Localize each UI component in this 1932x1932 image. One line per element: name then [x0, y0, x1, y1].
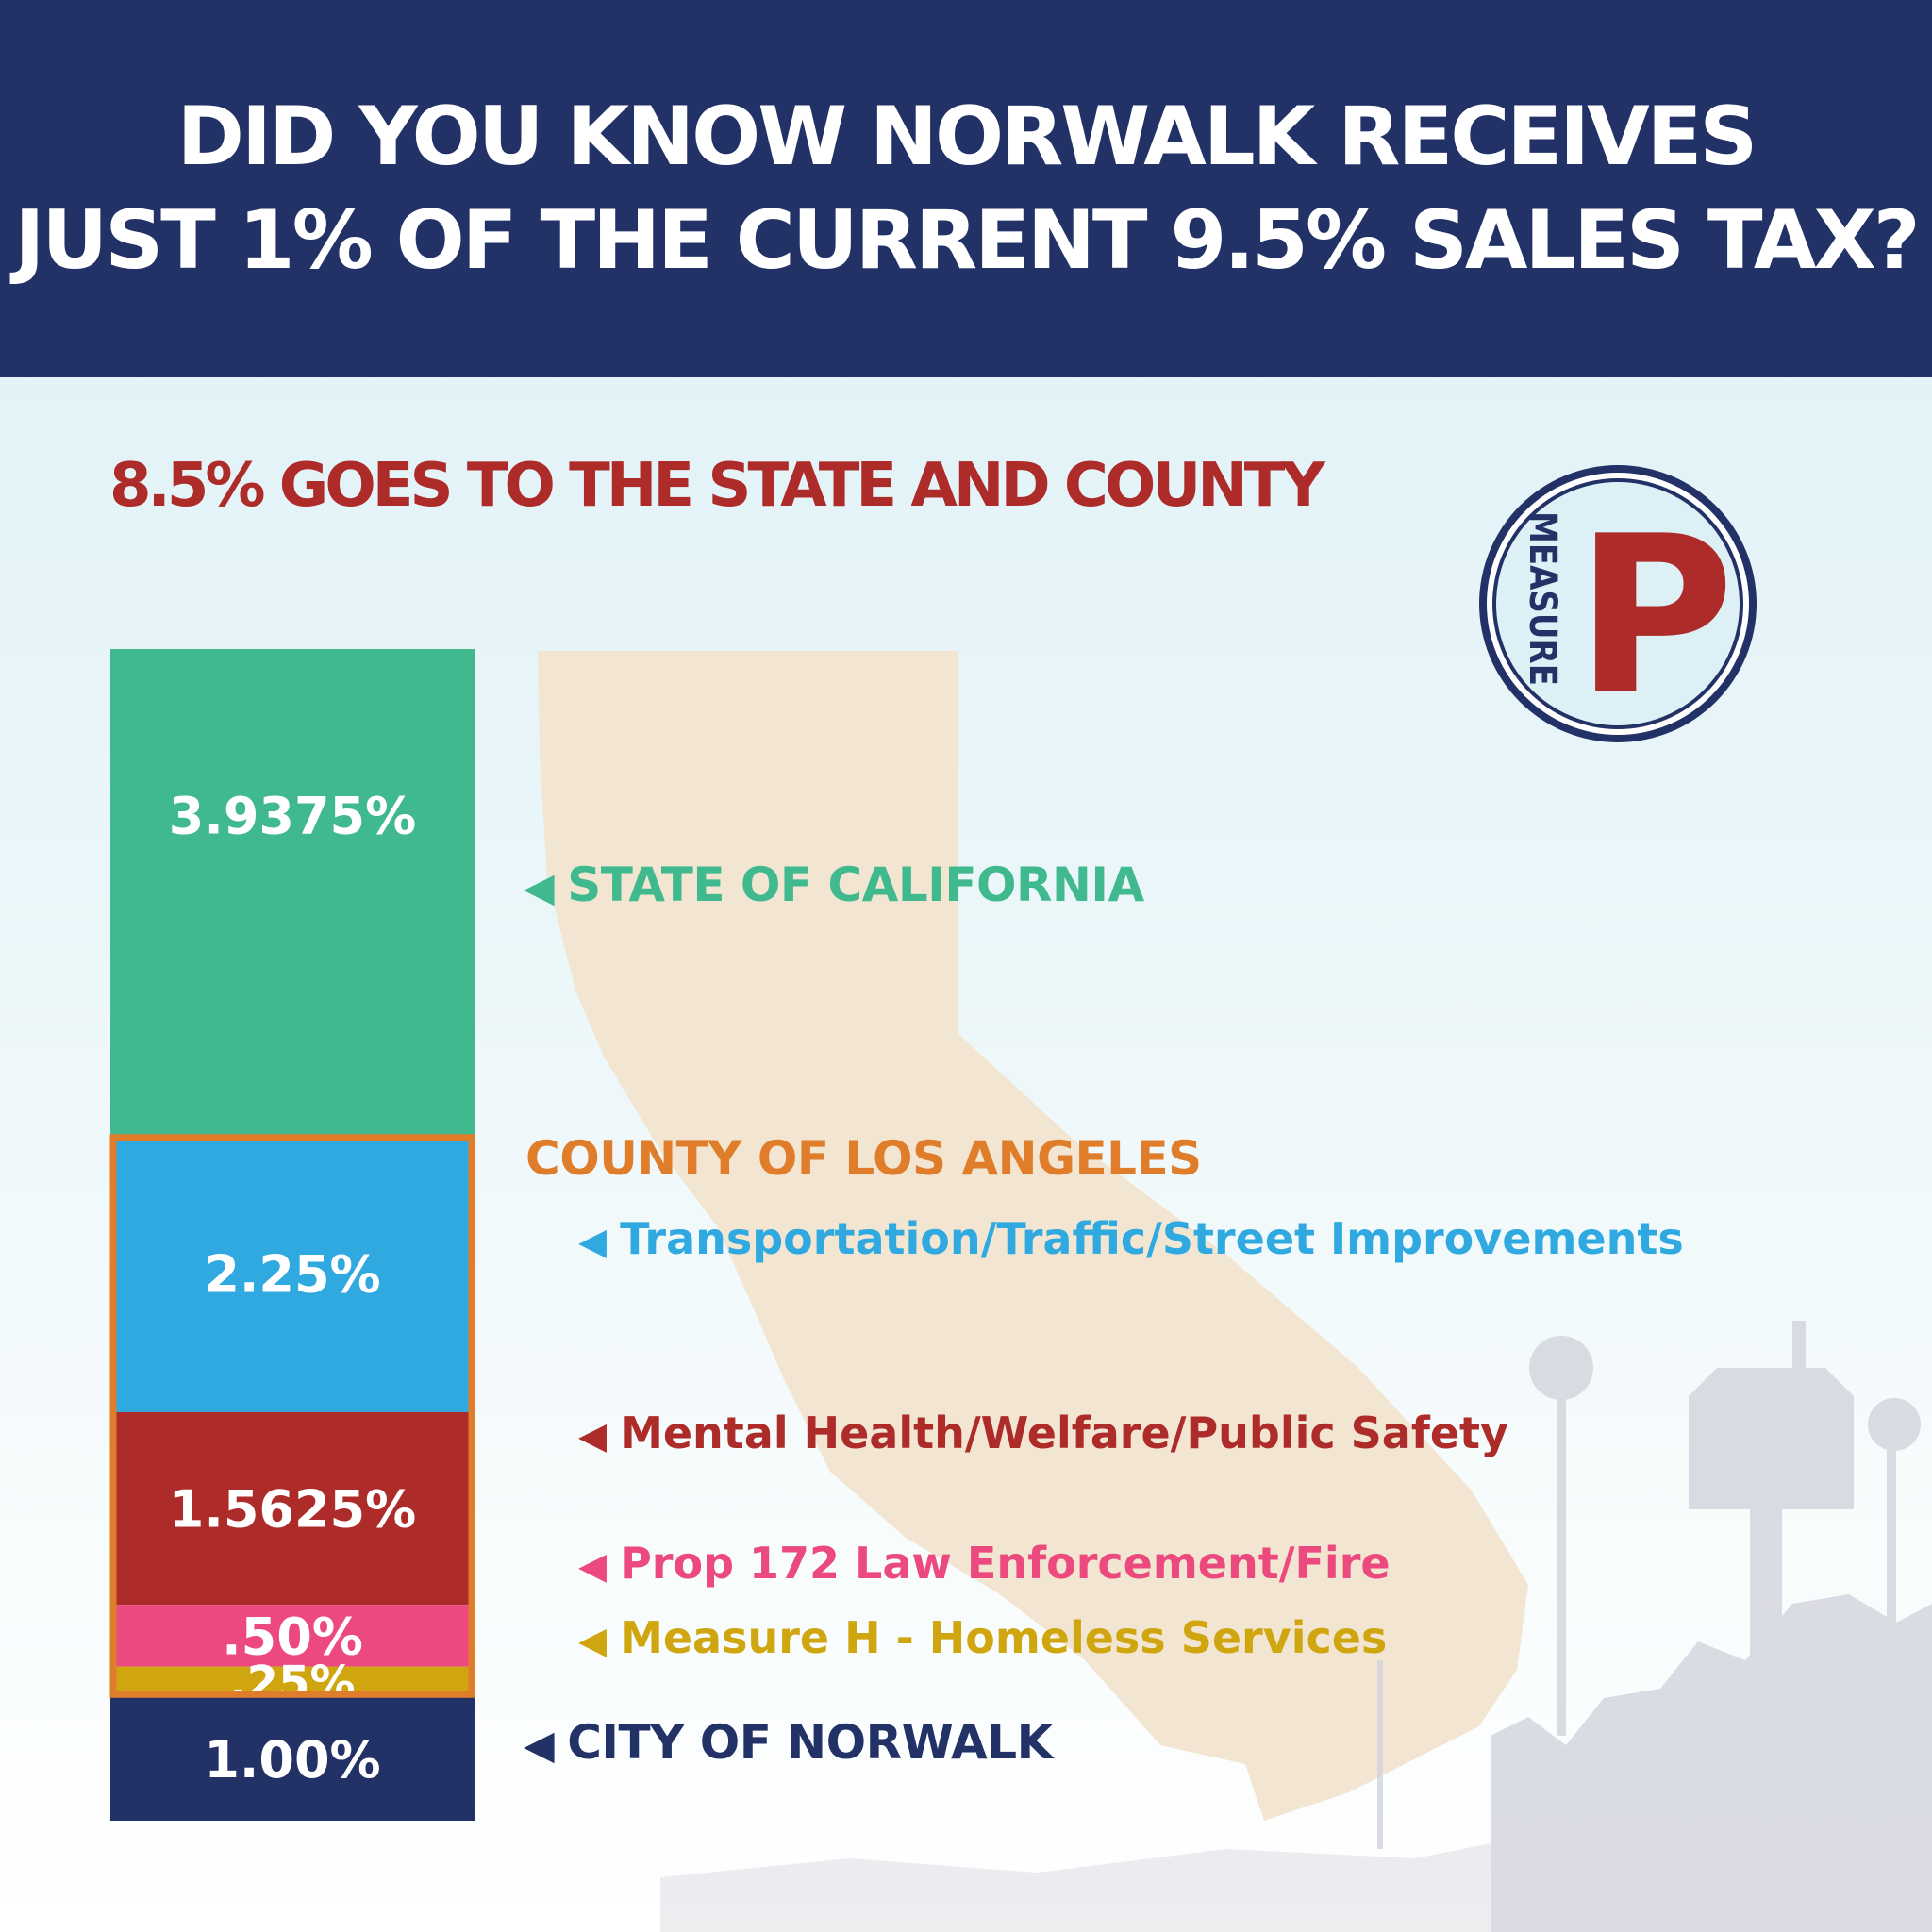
label-mental-health: ◀ Mental Health/Welfare/Public Safety	[578, 1411, 1508, 1455]
label-county: COUNTY OF LOS ANGELES	[525, 1135, 1202, 1182]
logo-word: MEASURE	[1521, 511, 1564, 686]
bar-segment	[110, 1411, 475, 1606]
label-state-text: STATE OF CALIFORNIA	[567, 858, 1144, 912]
bar-value-label: 1.5625%	[169, 1480, 417, 1540]
header-banner: DID YOU KNOW NORWALK RECEIVES JUST 1% OF…	[0, 0, 1932, 377]
arrow-left-icon: ◀	[524, 1723, 555, 1769]
arrow-left-icon: ◀	[578, 1415, 608, 1457]
label-county-text: COUNTY OF LOS ANGELES	[525, 1131, 1202, 1186]
label-transportation: ◀ Transportation/Traffic/Street Improveme…	[578, 1217, 1684, 1260]
bar-segment	[110, 1697, 475, 1821]
label-city-text: CITY OF NORWALK	[567, 1715, 1053, 1770]
arrow-left-icon: ◀	[524, 865, 555, 911]
bar-segment	[110, 649, 475, 1135]
city-skyline-silhouette	[660, 1321, 1932, 1932]
bar-segment	[110, 1134, 475, 1412]
bar-value-label: 2.25%	[204, 1244, 380, 1304]
label-city: ◀ CITY OF NORWALK	[524, 1719, 1053, 1767]
arrow-left-icon: ◀	[578, 1545, 608, 1588]
headline-line-2: JUST 1% OF THE CURRENT 9.5% SALES TAX?	[14, 193, 1920, 288]
bar-segment	[110, 1605, 475, 1667]
label-measure-h: ◀ Measure H - Homeless Services	[578, 1616, 1387, 1659]
arrow-left-icon: ◀	[578, 1221, 608, 1263]
california-map-shape	[538, 651, 1528, 1821]
label-state: ◀ STATE OF CALIFORNIA	[524, 861, 1144, 909]
measure-p-logo: MEASURE P	[1479, 465, 1757, 742]
subtitle: 8.5% GOES TO THE STATE AND COUNTY	[109, 451, 1325, 521]
label-transportation-text: Transportation/Traffic/Street Improvemen…	[620, 1213, 1684, 1264]
county-group-outline	[109, 1134, 475, 1698]
label-measure-h-text: Measure H - Homeless Services	[620, 1612, 1388, 1663]
bar-value-label: .50%	[222, 1607, 363, 1666]
label-prop172-text: Prop 172 Law Enforcement/Fire	[620, 1538, 1391, 1589]
label-prop172: ◀ Prop 172 Law Enforcement/Fire	[578, 1541, 1391, 1585]
label-mental-health-text: Mental Health/Welfare/Public Safety	[620, 1407, 1509, 1458]
logo-letter: P	[1575, 491, 1735, 742]
arrow-left-icon: ◀	[578, 1620, 608, 1662]
bar-value-label: 3.9375%	[169, 787, 417, 846]
headline-line-1: DID YOU KNOW NORWALK RECEIVES	[176, 90, 1758, 184]
bar-value-label: 1.00%	[204, 1730, 380, 1790]
